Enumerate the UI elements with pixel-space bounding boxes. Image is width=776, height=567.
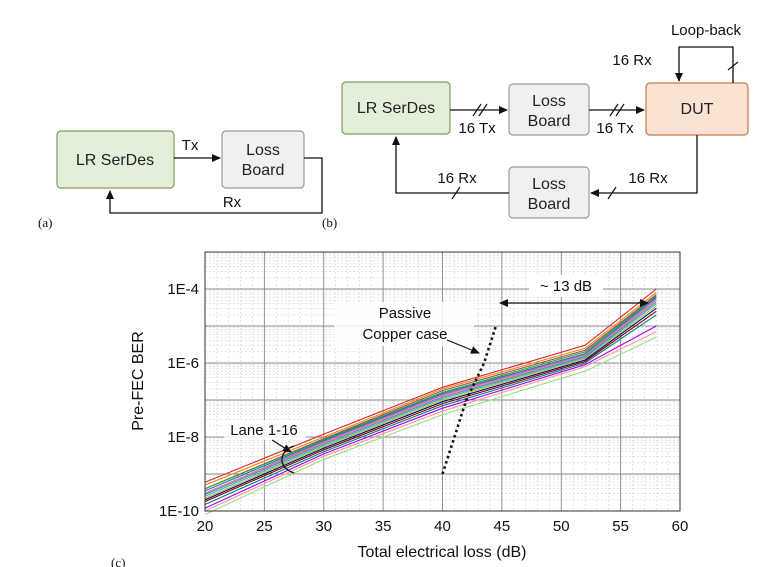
lanes-bracket xyxy=(281,445,295,474)
panel-label-a: (a) xyxy=(38,215,52,230)
serdes-box-a xyxy=(56,130,175,189)
tx-label-b-2: 16 Tx xyxy=(596,120,634,137)
x-tick-label: 45 xyxy=(494,518,511,535)
lane-line-15 xyxy=(204,331,657,512)
loopback-path xyxy=(675,46,734,83)
passive-arrow xyxy=(446,339,480,354)
lane-line-9 xyxy=(204,303,657,497)
passive-label-bg xyxy=(334,302,474,346)
loss-board-label-a-2: Board xyxy=(242,162,285,179)
y-axis-label: Pre-FEC BER xyxy=(130,331,147,431)
plot-frame xyxy=(204,251,681,512)
tx-label-b-1: 16 Tx xyxy=(458,120,496,137)
loss-board-box-a xyxy=(221,130,305,189)
rx-label-b-1: 16 Rx xyxy=(628,170,668,187)
loss-board-bottom-label-2: Board xyxy=(528,196,571,213)
rx-loop-label: 16 Rx xyxy=(612,52,652,69)
lanes-annotation: Lane 1-16 xyxy=(224,420,306,474)
lanes-arrow xyxy=(271,439,292,453)
lane-line-3 xyxy=(204,294,657,490)
diagram-a: LR SerDes Loss Board Tx Rx (a) xyxy=(38,130,323,230)
lane-line-5 xyxy=(204,296,657,492)
rx-path-b-1 xyxy=(590,135,698,197)
serdes-box-b xyxy=(341,81,451,135)
lane-line-16 xyxy=(204,336,657,516)
lane-line-10 xyxy=(204,305,657,499)
y-tick-label: 1E-6 xyxy=(167,355,199,372)
lane-line-7 xyxy=(204,299,657,494)
loss-board-bottom-label-1: Loss xyxy=(532,176,566,193)
delta-annotation: ~ 13 dB xyxy=(499,275,649,307)
passive-label-2: Copper case xyxy=(362,326,447,343)
y-tick-labels: 1E-10 1E-8 1E-6 1E-4 xyxy=(159,281,199,520)
bus-slash-rx-2 xyxy=(451,186,461,200)
dut-label: DUT xyxy=(681,101,714,118)
serdes-label-b: LR SerDes xyxy=(357,100,435,117)
x-axis-label: Total electrical loss (dB) xyxy=(358,544,527,561)
lane-line-13 xyxy=(204,314,657,506)
lanes-label: Lane 1-16 xyxy=(230,422,298,439)
rx-label-a: Rx xyxy=(223,194,242,211)
bus-slash-rx-1 xyxy=(607,186,617,200)
lane-line-11 xyxy=(204,307,657,501)
x-tick-label: 20 xyxy=(197,518,214,535)
lane-line-8 xyxy=(204,301,657,496)
bus-slash-tx-1b xyxy=(478,103,488,117)
x-tick-label: 25 xyxy=(256,518,273,535)
tx-label-a: Tx xyxy=(182,137,199,154)
loss-board-top-label-1: Loss xyxy=(532,93,566,110)
x-tick-label: 60 xyxy=(672,518,689,535)
loopback-label: Loop-back xyxy=(671,22,742,39)
panel-label-b: (b) xyxy=(322,215,337,230)
rx-label-b-2: 16 Rx xyxy=(437,170,477,187)
passive-copper-line xyxy=(441,325,498,475)
bus-slash-tx-1a xyxy=(472,103,482,117)
x-tick-labels: 20 25 30 35 40 45 50 55 60 xyxy=(197,518,689,535)
loss-board-top-label-2: Board xyxy=(528,113,571,130)
panel-label-c: (c) xyxy=(111,555,125,567)
delta-label-bg xyxy=(529,275,603,297)
bus-slash-tx-2b xyxy=(615,103,625,117)
passive-annotation: Passive Copper case xyxy=(334,302,480,354)
rx-path-b-2 xyxy=(392,136,509,194)
delta-label: ~ 13 dB xyxy=(540,278,592,295)
major-grid xyxy=(204,252,681,512)
lane-line-6 xyxy=(204,298,657,494)
lanes-label-bg xyxy=(224,420,306,440)
passive-copper-series xyxy=(441,325,498,475)
x-tick-label: 50 xyxy=(553,518,570,535)
passive-label-1: Passive xyxy=(379,305,432,322)
lane-line-14 xyxy=(204,325,657,509)
x-tick-label: 55 xyxy=(612,518,629,535)
x-tick-label: 35 xyxy=(375,518,392,535)
x-tick-label: 30 xyxy=(315,518,332,535)
x-tick-label: 40 xyxy=(434,518,451,535)
lane-line-4 xyxy=(204,295,657,490)
diagram-b: LR SerDes Loss Board DUT Loss Board 16 T… xyxy=(322,22,749,230)
y-tick-label: 1E-4 xyxy=(167,281,199,298)
bus-slash-tx-2a xyxy=(609,103,619,117)
y-tick-label: 1E-8 xyxy=(167,429,199,446)
y-tick-label: 1E-10 xyxy=(159,503,199,520)
rx-path-a xyxy=(106,157,323,214)
serdes-label-a: LR SerDes xyxy=(76,152,154,169)
bus-slash-loop xyxy=(727,61,739,71)
loss-board-label-a-1: Loss xyxy=(246,142,280,159)
ber-chart: 20 25 30 35 40 45 50 55 60 1E-10 1E-8 1E-6 1E-4 Tot… xyxy=(111,251,689,567)
